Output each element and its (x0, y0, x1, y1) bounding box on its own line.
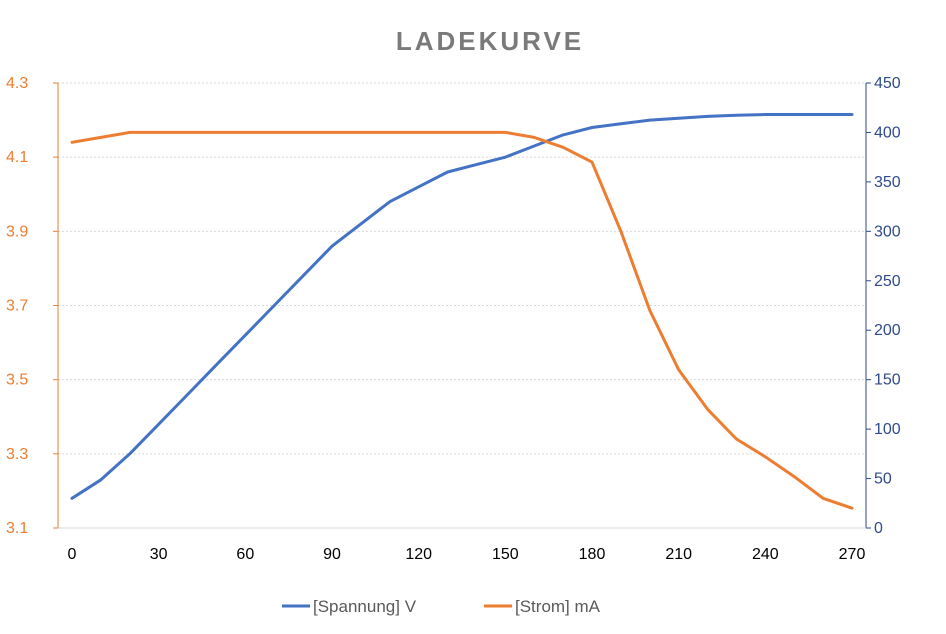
legend-label: [Spannung] V (313, 597, 417, 616)
x-tick-label: 180 (579, 546, 606, 563)
right-tick-label: 300 (874, 223, 901, 240)
right-tick-label: 100 (874, 421, 901, 438)
x-tick-label: 120 (405, 546, 432, 563)
legend-label: [Strom] mA (515, 597, 601, 616)
gridlines (58, 82, 866, 455)
left-tick-label: 3.1 (6, 520, 28, 537)
right-tick-label: 400 (874, 124, 901, 141)
x-tick-label: 0 (68, 546, 77, 563)
x-axis-ticks: 0 30 60 90 120 150 180 210 240 270 (68, 546, 866, 563)
left-tick-label: 3.9 (6, 223, 28, 240)
left-tick-label: 3.3 (6, 446, 28, 463)
left-tick-label: 3.7 (6, 298, 28, 315)
x-tick-label: 150 (492, 546, 519, 563)
right-tick-label: 350 (874, 174, 901, 191)
right-tick-label: 50 (874, 471, 892, 488)
legend: [Spannung] V [Strom] mA (282, 597, 601, 616)
right-tick-label: 450 (874, 75, 901, 92)
right-axis-ticks: 0 50 100 150 200 250 300 350 400 450 (866, 75, 901, 537)
x-tick-label: 90 (323, 546, 341, 563)
x-tick-label: 240 (752, 546, 779, 563)
left-tick-label: 3.5 (6, 372, 28, 389)
series-line-1 (70, 113, 854, 500)
chart-title: LADEKURVE (396, 26, 584, 56)
series-line-2 (70, 130, 854, 510)
right-tick-label: 150 (874, 372, 901, 389)
right-tick-label: 250 (874, 273, 901, 290)
x-tick-label: 210 (665, 546, 692, 563)
x-tick-label: 60 (236, 546, 254, 563)
x-tick-label: 30 (150, 546, 168, 563)
left-tick-label: 4.3 (6, 75, 28, 92)
left-tick-label: 4.1 (6, 149, 28, 166)
right-tick-label: 0 (874, 520, 883, 537)
series-lines (70, 113, 854, 510)
right-tick-label: 200 (874, 322, 901, 339)
x-tick-label: 270 (839, 546, 866, 563)
left-axis-ticks: 3.1 3.3 3.5 3.7 3.9 4.1 4.3 (6, 75, 58, 537)
